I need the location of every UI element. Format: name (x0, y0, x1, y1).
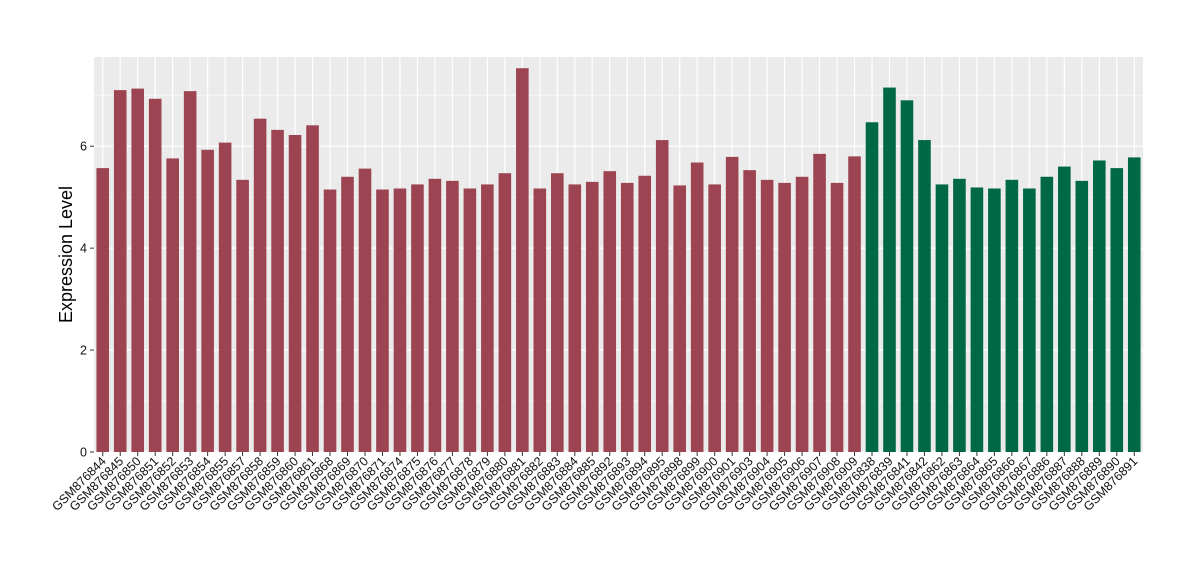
bar-GSM876905 (778, 182, 791, 452)
bar-GSM876878 (463, 188, 477, 453)
y-tick-label: 2 (80, 344, 87, 358)
bar-GSM876850 (131, 88, 145, 452)
bar-GSM876909 (848, 156, 861, 453)
bar-GSM876838 (865, 122, 879, 452)
bar-GSM876870 (358, 168, 372, 452)
bar-GSM876859 (271, 129, 284, 453)
bar-GSM876862 (935, 184, 949, 452)
bar-GSM876853 (183, 91, 197, 453)
bar-GSM876889 (1092, 160, 1106, 452)
bar-GSM876879 (481, 184, 494, 452)
bar-GSM876882 (533, 188, 547, 453)
bar-GSM876886 (1040, 176, 1054, 452)
bar-GSM876839 (883, 87, 896, 453)
bar-GSM876842 (918, 140, 931, 452)
bar-GSM876895 (655, 140, 669, 452)
bar-GSM876841 (900, 100, 914, 453)
bar-GSM876857 (236, 179, 249, 452)
bar-GSM876893 (620, 182, 634, 452)
bar-GSM876865 (988, 188, 1001, 453)
bar-GSM876901 (725, 156, 739, 452)
x-axis: GSM876844GSM876845GSM876850GSM876851GSM8… (49, 452, 1140, 514)
bar-GSM876887 (1058, 166, 1071, 453)
bar-GSM876883 (551, 173, 564, 452)
bar-GSM876894 (638, 175, 652, 453)
bar-GSM876874 (393, 188, 407, 453)
bar-GSM876861 (306, 125, 319, 452)
bar-GSM876852 (166, 158, 179, 452)
bar-GSM876863 (953, 178, 966, 452)
bar-GSM876860 (288, 134, 302, 452)
bar-GSM876864 (970, 187, 984, 452)
bars (96, 68, 1141, 453)
bar-GSM876881 (516, 68, 529, 453)
bar-GSM876866 (1005, 179, 1019, 452)
bar-GSM876851 (148, 98, 162, 452)
y-axis-label: Expression Level (56, 186, 76, 323)
bar-GSM876898 (673, 185, 686, 452)
y-tick-label: 6 (80, 140, 87, 154)
bar-GSM876867 (1023, 188, 1036, 453)
bar-GSM876844 (96, 168, 110, 452)
bar-GSM876899 (690, 162, 704, 452)
bar-GSM876908 (830, 182, 844, 452)
bar-GSM876885 (585, 181, 599, 452)
plot-panel (94, 57, 1143, 452)
bar-GSM876906 (795, 176, 809, 452)
bar-GSM876890 (1110, 168, 1124, 452)
bar-GSM876904 (760, 179, 774, 452)
bar-GSM876907 (813, 153, 826, 452)
bar-GSM876903 (743, 170, 756, 453)
bar-GSM876888 (1075, 180, 1089, 452)
y-tick-label: 0 (80, 446, 87, 460)
y-axis: 0 2 4 6 (80, 140, 94, 460)
bar-GSM876845 (113, 90, 127, 453)
bar-GSM876854 (201, 149, 214, 452)
bar-GSM876868 (323, 189, 337, 453)
y-tick-label: 4 (80, 242, 87, 256)
bar-GSM876876 (428, 178, 442, 452)
bar-GSM876884 (568, 184, 582, 452)
bar-GSM876858 (253, 118, 267, 453)
bar-GSM876877 (446, 180, 459, 452)
bar-GSM876871 (376, 189, 389, 453)
bar-GSM876891 (1127, 157, 1141, 453)
bar-GSM876880 (498, 173, 512, 452)
bar-GSM876892 (603, 171, 617, 453)
bar-GSM876855 (218, 142, 232, 453)
bar-GSM876900 (708, 184, 721, 452)
bar-GSM876869 (341, 176, 354, 452)
bar-GSM876875 (411, 184, 424, 452)
